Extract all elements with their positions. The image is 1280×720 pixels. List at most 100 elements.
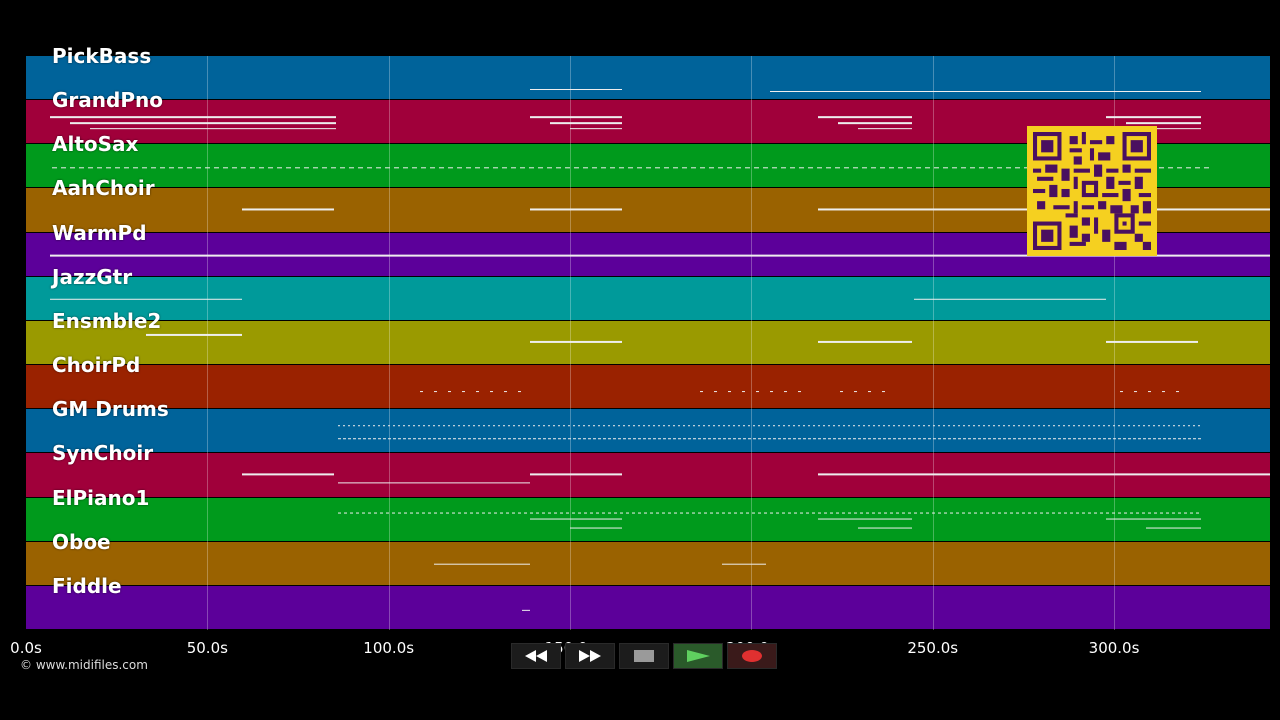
note-mark — [953, 438, 956, 440]
note-mark — [748, 425, 750, 427]
note-mark — [376, 167, 381, 169]
note-mark — [738, 438, 741, 440]
note-mark — [620, 512, 623, 514]
note-mark — [358, 438, 361, 440]
note-mark — [893, 438, 896, 440]
note-mark — [358, 167, 363, 169]
note-mark — [1173, 438, 1176, 440]
note-mark — [903, 438, 906, 440]
note-mark — [523, 425, 525, 427]
note-mark — [678, 425, 680, 427]
stop-button[interactable] — [619, 643, 669, 669]
note-mark — [578, 438, 581, 440]
note-mark — [1073, 438, 1076, 440]
note-mark — [818, 512, 821, 514]
note-mark — [374, 512, 377, 514]
note-mark — [818, 473, 1270, 476]
note-mark — [688, 425, 690, 427]
note-mark — [888, 438, 891, 440]
note-mark — [1010, 512, 1013, 514]
note-mark — [1195, 167, 1200, 169]
note-mark — [548, 512, 551, 514]
note-mark — [806, 512, 809, 514]
note-mark — [124, 167, 129, 169]
note-mark — [878, 425, 880, 427]
track-label: GM Drums — [52, 397, 169, 422]
note-mark — [430, 167, 435, 169]
note-mark — [628, 167, 633, 169]
note-mark — [383, 438, 386, 440]
note-mark — [1052, 512, 1055, 514]
record-icon — [742, 650, 762, 662]
note-mark — [1106, 340, 1198, 343]
note-mark — [353, 438, 356, 440]
note-mark — [1168, 438, 1171, 440]
note-mark — [1136, 512, 1139, 514]
note-mark — [1024, 167, 1029, 169]
track-label: SynChoir — [52, 441, 154, 466]
note-mark — [1158, 425, 1160, 427]
note-mark — [928, 438, 931, 440]
note-mark — [988, 438, 991, 440]
note-mark — [753, 425, 755, 427]
note-mark — [403, 167, 408, 169]
note-mark — [601, 167, 606, 169]
note-mark — [1018, 438, 1021, 440]
note-mark — [663, 438, 666, 440]
rewind-button[interactable] — [511, 643, 561, 669]
note-mark — [458, 425, 460, 427]
note-mark — [674, 512, 677, 514]
note-mark — [558, 438, 561, 440]
qr-code-graphic — [1033, 132, 1151, 250]
note-mark — [858, 438, 861, 440]
note-mark — [632, 512, 635, 514]
note-mark — [476, 512, 479, 514]
note-mark — [853, 425, 855, 427]
record-button[interactable] — [727, 643, 777, 669]
note-mark — [603, 438, 606, 440]
note-mark — [868, 391, 871, 393]
note-mark — [70, 122, 336, 125]
note-mark — [1163, 438, 1166, 440]
note-mark — [868, 425, 870, 427]
note-mark — [633, 438, 636, 440]
note-mark — [1118, 425, 1120, 427]
note-mark — [513, 425, 515, 427]
play-button[interactable] — [673, 643, 723, 669]
note-mark — [528, 438, 531, 440]
note-mark — [908, 438, 911, 440]
note-mark — [608, 425, 610, 427]
note-mark — [898, 425, 900, 427]
note-mark — [823, 425, 825, 427]
note-mark — [653, 425, 655, 427]
note-mark — [698, 438, 701, 440]
note-mark — [205, 167, 210, 169]
note-mark — [943, 425, 945, 427]
note-mark — [1188, 425, 1190, 427]
note-mark — [418, 438, 421, 440]
note-mark — [1103, 438, 1106, 440]
note-mark — [1172, 512, 1175, 514]
note-mark — [588, 438, 591, 440]
note-mark — [115, 167, 120, 169]
note-mark — [438, 438, 441, 440]
note-mark — [511, 167, 516, 169]
note-mark — [433, 438, 436, 440]
note-mark — [440, 512, 443, 514]
note-mark — [565, 167, 570, 169]
note-mark — [938, 438, 941, 440]
note-mark — [858, 527, 912, 529]
note-mark — [530, 340, 622, 343]
note-mark — [926, 512, 929, 514]
note-mark — [598, 438, 601, 440]
note-mark — [343, 438, 346, 440]
note-mark — [678, 438, 681, 440]
note-mark — [743, 425, 745, 427]
time-tick-label: 100.0s — [363, 639, 415, 657]
fast-forward-button[interactable] — [565, 643, 615, 669]
note-mark — [458, 512, 461, 514]
note-mark — [658, 438, 661, 440]
note-mark — [933, 425, 935, 427]
fast-forward-icon — [579, 650, 601, 662]
note-mark — [1204, 167, 1209, 169]
